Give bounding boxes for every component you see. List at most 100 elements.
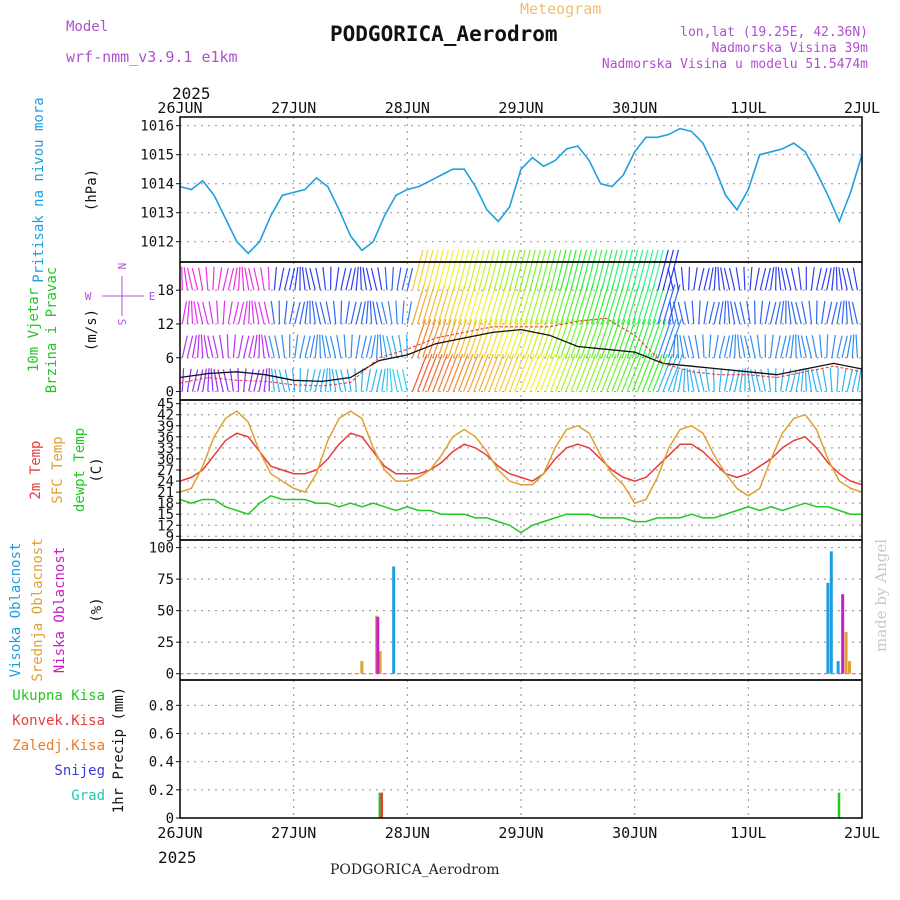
wind-barb [447,284,461,325]
wind-barb [483,284,497,325]
wind-barb [514,319,529,358]
wind-barb [606,249,618,291]
wind-barb [737,334,741,358]
wind-barb [560,284,574,325]
wind-barb [636,249,649,291]
wind-barb [406,301,413,325]
wind-barb [708,301,715,325]
wind-barb [200,334,204,358]
wind-barb [488,249,501,291]
wind-barb [529,319,544,358]
wind-barb [636,284,650,325]
wind-barb [406,267,414,291]
y-tick-label: 0 [166,385,174,401]
wind-barb [780,267,787,291]
wind-barb [539,353,556,392]
wind-barb [570,319,585,358]
wind-barb [621,353,638,392]
wind-barb [667,268,674,291]
wind-barb [452,249,465,291]
wind-barb [345,301,350,325]
wind-barb [503,284,517,325]
wind-barb [819,334,823,358]
wind-barb [519,353,535,392]
wind-barb [652,249,664,291]
wind-barb [370,369,378,392]
wind-barb [379,334,383,358]
wind-barb [606,284,620,325]
wind-barb [846,268,853,291]
wind-barb [626,353,643,392]
bottom-date-tick: 28JUN [385,824,430,842]
wind-barb [244,267,250,291]
wind-barb [498,353,515,392]
y-tick-label: 25 [157,635,174,651]
wind-barb [248,267,255,291]
wind-barb [549,353,566,392]
wind-barb [580,353,597,392]
wind-barb [616,319,631,358]
wind-barb [667,249,680,291]
wind-barb [376,301,383,325]
top-date-tick: 29JUN [498,99,543,117]
wind-barb [713,301,720,325]
wind-barb [319,368,326,392]
wind-barb [284,369,291,392]
wind-barb [483,319,498,358]
bottom-date-tick: 27JUN [271,824,316,842]
wind-barb [208,301,214,325]
wind-barb [735,267,741,291]
wind-barb [205,266,209,291]
wind-barb [848,301,853,325]
wind-barb [207,335,214,358]
wind-barb [575,249,588,291]
wind-barb [601,353,617,392]
model-label: Model [66,19,109,35]
wind-barb [325,301,332,325]
wind-barb [427,284,441,325]
product-title: Meteogram [520,0,602,18]
model-name: wrf-nmm_v3.9.1 e1km [66,48,238,66]
wind-barb [197,334,200,358]
wind-barb [647,249,659,291]
top-date-tick: 26JUN [157,99,202,117]
wind-barb [680,266,685,291]
wind-barb [452,353,469,392]
wind-barb [227,267,235,291]
wind-barb [395,300,398,324]
cloud-bar [392,566,396,674]
wind-barb [775,266,777,291]
wind-barb [672,301,680,325]
y-tick-label: 1013 [140,206,174,222]
wind-barb [202,368,207,392]
y-tick-label: 12 [157,317,174,333]
wind-barb [826,301,833,325]
wind-barb [529,249,541,291]
wind-barb [565,284,579,325]
wind-barb [570,249,582,291]
wind-barb [822,368,828,392]
wind-barb [785,335,791,358]
top-date-tick: 1JUL [730,99,766,117]
wind-barb [549,249,562,291]
cloud-high-label: Visoka Oblacnost [8,543,24,678]
wind-barb [555,249,567,291]
wind-barb [274,335,281,358]
wind-barb [677,301,685,325]
wind-barb [396,267,402,291]
wind-barb [524,249,536,291]
wind-axis-label-2: Brzina i Pravac [44,267,60,393]
wind-barb [631,284,645,325]
wind-barb [616,284,630,325]
wind-barb [686,368,690,392]
wind-barb [263,301,270,325]
wind-barb [585,249,598,291]
wind-barb [376,334,379,358]
cloud-bar [360,661,364,674]
wind-barb [270,300,275,325]
wind-barb [372,301,378,325]
wind-barb [647,284,661,325]
top-date-tick: 30JUN [612,99,657,117]
wind-barb [514,249,526,291]
wind-barb [575,284,589,325]
